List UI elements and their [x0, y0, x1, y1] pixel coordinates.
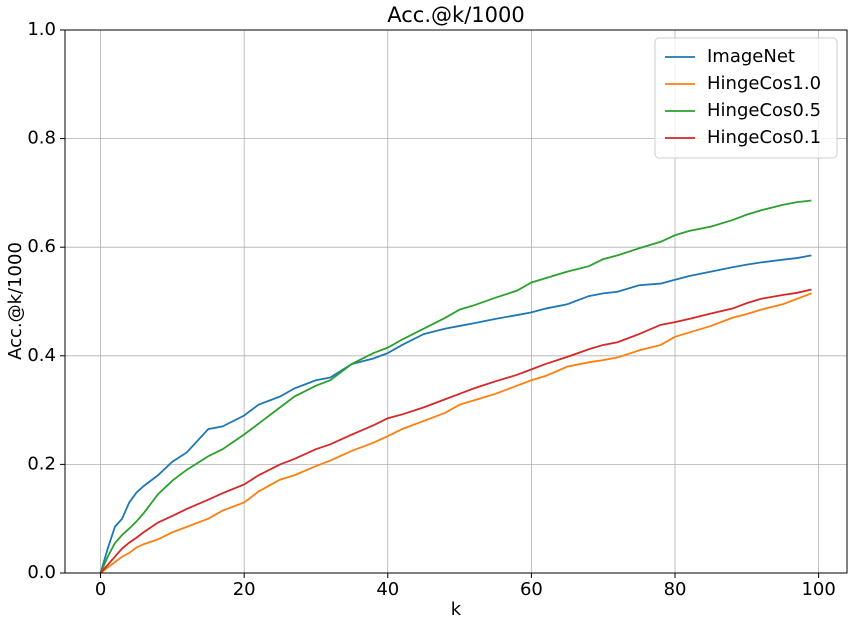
- legend-label: HingeCos1.0: [707, 73, 821, 94]
- legend-label: HingeCos0.1: [707, 127, 821, 148]
- series-line: [99, 199, 812, 574]
- x-tick-label: 40: [376, 579, 399, 600]
- y-tick-label: 1.0: [27, 19, 56, 40]
- legend-box: [654, 37, 838, 159]
- legend-label: ImageNet: [707, 46, 795, 67]
- x-axis-label: k: [451, 599, 462, 620]
- y-tick-label: 0.6: [27, 236, 56, 257]
- plot-frame: [64, 29, 848, 574]
- legend: ImageNet HingeCos1.0 HingeCos0.5 HingeCos0.…: [654, 37, 838, 159]
- y-tick-label: 0.0: [27, 562, 56, 583]
- y-axis-label: Acc.@k/1000: [5, 242, 26, 360]
- y-tick-label: 0.2: [27, 453, 56, 474]
- chart-title: Acc.@k/1000: [387, 3, 524, 27]
- x-tick-label: 0: [95, 579, 106, 600]
- legend-label: HingeCos0.5: [707, 100, 821, 121]
- x-tick-label: 100: [801, 579, 835, 600]
- series-line: [100, 292, 812, 574]
- y-tick-label: 0.8: [27, 128, 56, 149]
- x-tick-label: 80: [664, 579, 687, 600]
- series-line: [99, 254, 812, 574]
- x-tick-label: 60: [520, 579, 543, 600]
- y-tick-label: 0.4: [27, 345, 56, 366]
- x-tick-label: 20: [233, 579, 256, 600]
- series-line: [99, 288, 812, 574]
